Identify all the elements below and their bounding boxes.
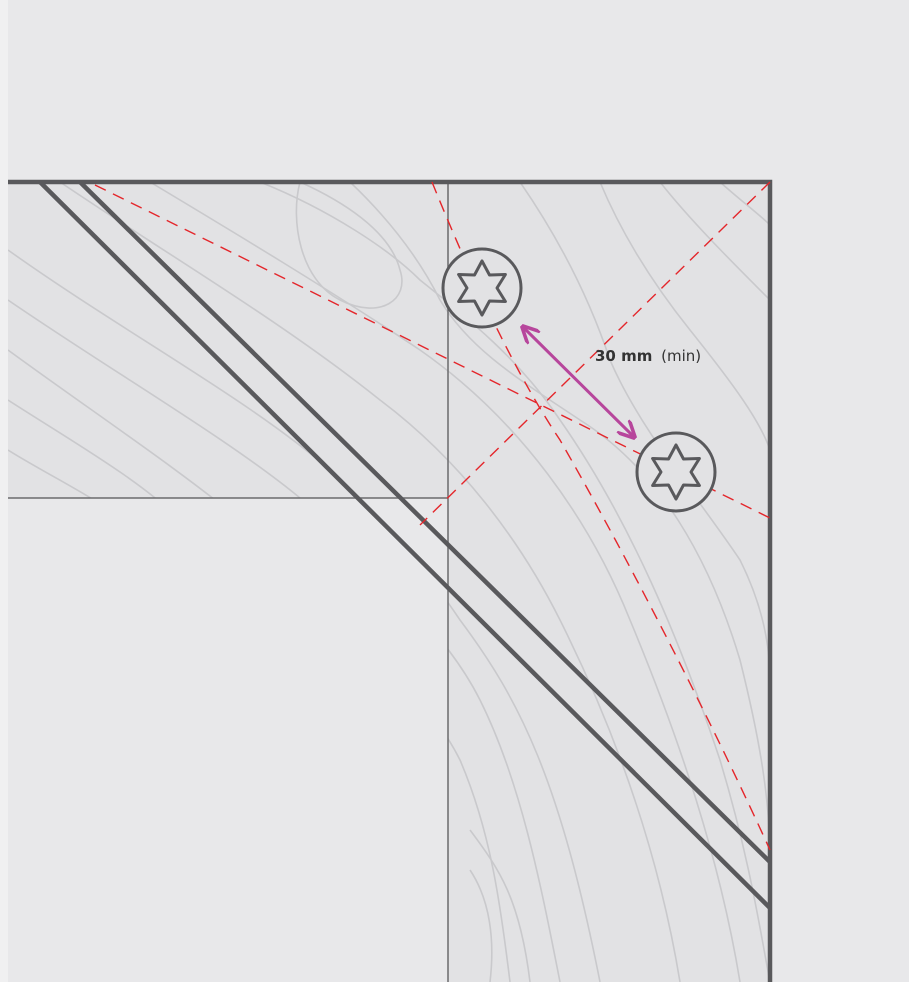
screw-head <box>441 247 523 329</box>
dimension-label: 30 mm (min) <box>595 347 701 365</box>
joint-line <box>78 180 772 864</box>
screw-head <box>635 431 717 513</box>
joint-line <box>38 180 772 910</box>
timber <box>8 182 770 982</box>
dimension-qualifier: (min) <box>661 347 701 365</box>
margin <box>0 0 8 982</box>
dimension-arrow <box>524 328 633 436</box>
dimension-value: 30 mm <box>595 347 652 365</box>
